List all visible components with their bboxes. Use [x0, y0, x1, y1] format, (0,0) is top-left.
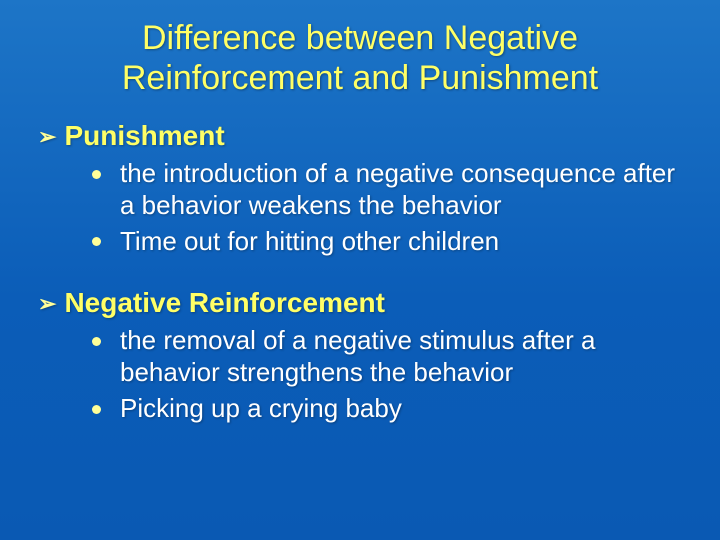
- bullet-list: the removal of a negative stimulus after…: [36, 325, 684, 424]
- section-header-punishment: ➢ Punishment: [38, 120, 684, 152]
- list-item-text: Picking up a crying baby: [120, 393, 402, 423]
- list-item: the introduction of a negative consequen…: [92, 158, 684, 221]
- dot-icon: [92, 170, 101, 179]
- list-item-text: the removal of a negative stimulus after…: [120, 325, 595, 387]
- bullet-list: the introduction of a negative consequen…: [36, 158, 684, 257]
- list-item: Picking up a crying baby: [92, 393, 684, 425]
- slide-title: Difference between Negative Reinforcemen…: [36, 18, 684, 98]
- section-header-label: Punishment: [64, 120, 224, 152]
- arrow-icon: ➢: [38, 293, 56, 315]
- list-item: the removal of a negative stimulus after…: [92, 325, 684, 388]
- section-header-label: Negative Reinforcement: [64, 287, 385, 319]
- dot-icon: [92, 405, 101, 414]
- arrow-icon: ➢: [38, 126, 56, 148]
- list-item-text: Time out for hitting other children: [120, 226, 499, 256]
- dot-icon: [92, 337, 101, 346]
- list-item: Time out for hitting other children: [92, 226, 684, 258]
- section-header-negative-reinforcement: ➢ Negative Reinforcement: [38, 287, 684, 319]
- dot-icon: [92, 237, 101, 246]
- slide: Difference between Negative Reinforcemen…: [0, 0, 720, 540]
- list-item-text: the introduction of a negative consequen…: [120, 158, 675, 220]
